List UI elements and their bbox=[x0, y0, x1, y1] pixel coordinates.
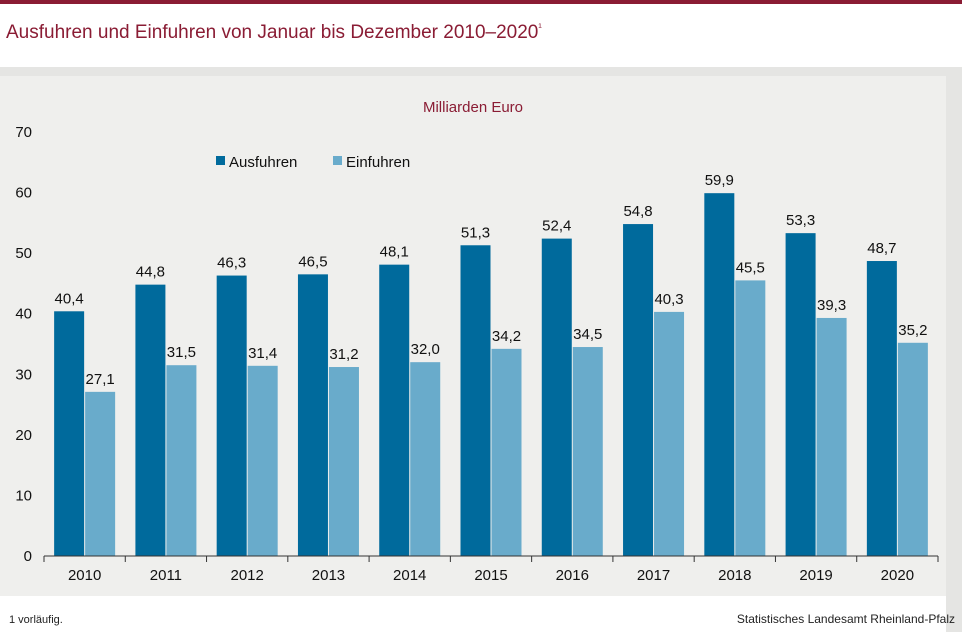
unit-label: Milliarden Euro bbox=[423, 99, 523, 116]
bar-ausfuhren bbox=[785, 233, 816, 556]
data-label: 31,2 bbox=[329, 346, 358, 363]
x-tick-label: 2020 bbox=[881, 567, 914, 584]
data-label: 35,2 bbox=[898, 322, 927, 339]
data-label: 34,5 bbox=[573, 326, 602, 343]
footnote: 1 vorläufig. bbox=[9, 614, 63, 626]
data-label: 31,5 bbox=[167, 344, 196, 361]
bar-ausfuhren bbox=[866, 261, 897, 556]
x-tick-label: 2010 bbox=[68, 567, 101, 584]
bar-einfuhren bbox=[654, 311, 685, 556]
data-label: 32,0 bbox=[411, 341, 440, 358]
top-rule bbox=[0, 0, 962, 4]
y-tick-label: 50 bbox=[15, 245, 32, 262]
right-margin bbox=[946, 67, 962, 632]
bar-ausfuhren bbox=[216, 275, 247, 556]
data-label: 40,4 bbox=[55, 290, 84, 307]
bar-ausfuhren bbox=[54, 311, 85, 556]
data-label: 45,5 bbox=[736, 259, 765, 276]
bar-einfuhren bbox=[897, 342, 928, 556]
data-label: 48,1 bbox=[380, 244, 409, 261]
data-label: 48,7 bbox=[867, 240, 896, 257]
legend-label-ausfuhren: Ausfuhren bbox=[229, 154, 297, 171]
data-label: 31,4 bbox=[248, 345, 277, 362]
bar-ausfuhren bbox=[541, 238, 572, 556]
chart-title: Ausfuhren und Einfuhren von Januar bis D… bbox=[6, 22, 542, 43]
bar-ausfuhren bbox=[379, 264, 410, 556]
bar-einfuhren bbox=[816, 317, 847, 556]
x-tick-label: 2014 bbox=[393, 567, 426, 584]
legend-swatch-ausfuhren bbox=[216, 156, 225, 165]
data-label: 46,3 bbox=[217, 255, 246, 272]
bar-einfuhren bbox=[166, 365, 197, 556]
bar-ausfuhren bbox=[704, 193, 735, 557]
y-tick-label: 10 bbox=[15, 487, 32, 504]
data-label: 53,3 bbox=[786, 212, 815, 229]
data-label: 52,4 bbox=[542, 218, 571, 235]
data-label: 39,3 bbox=[817, 297, 846, 314]
data-label: 54,8 bbox=[623, 203, 652, 220]
x-tick-label: 2019 bbox=[799, 567, 832, 584]
header-band bbox=[0, 67, 962, 76]
bar-ausfuhren bbox=[460, 245, 491, 557]
legend-label-einfuhren: Einfuhren bbox=[346, 154, 410, 171]
x-tick-label: 2017 bbox=[637, 567, 670, 584]
data-label: 27,1 bbox=[86, 371, 115, 388]
bar-ausfuhren bbox=[135, 284, 166, 556]
bar-einfuhren bbox=[85, 391, 116, 556]
x-tick-label: 2015 bbox=[474, 567, 507, 584]
data-label: 40,3 bbox=[654, 291, 683, 308]
data-label: 59,9 bbox=[705, 172, 734, 189]
x-tick-label: 2011 bbox=[150, 567, 182, 584]
bar-einfuhren bbox=[572, 347, 603, 556]
x-tick-label: 2018 bbox=[718, 567, 751, 584]
y-tick-label: 20 bbox=[15, 427, 32, 444]
y-tick-label: 0 bbox=[24, 548, 32, 565]
data-label: 44,8 bbox=[136, 264, 165, 281]
plot-panel: Milliarden Euro 0 10 20 30 40 50 60 70 40,4 27,1 20… bbox=[0, 76, 946, 596]
data-label: 46,5 bbox=[298, 253, 327, 270]
x-tick-label: 2016 bbox=[556, 567, 589, 584]
bar-einfuhren bbox=[247, 365, 278, 556]
y-tick-label: 60 bbox=[15, 185, 32, 202]
data-label: 51,3 bbox=[461, 224, 490, 241]
y-tick-label: 40 bbox=[15, 306, 32, 323]
bar-einfuhren bbox=[410, 362, 441, 556]
bar-ausfuhren bbox=[623, 224, 654, 556]
legend-swatch-einfuhren bbox=[333, 156, 342, 165]
source-credit: Statistisches Landesamt Rheinland-Pfalz bbox=[736, 612, 955, 626]
y-tick-label: 30 bbox=[15, 366, 32, 383]
bar-chart: Milliarden Euro 0 10 20 30 40 50 60 70 40,4 27,1 20… bbox=[15, 99, 939, 584]
bar-einfuhren bbox=[328, 367, 359, 556]
bar-einfuhren bbox=[491, 348, 522, 556]
x-tick-label: 2012 bbox=[230, 567, 263, 584]
x-tick-label: 2013 bbox=[312, 567, 345, 584]
y-tick-label: 70 bbox=[15, 124, 32, 141]
bar-ausfuhren bbox=[297, 274, 328, 556]
bar-einfuhren bbox=[735, 280, 766, 556]
data-label: 34,2 bbox=[492, 328, 521, 345]
title-footnote-marker: ¹ bbox=[538, 22, 542, 34]
